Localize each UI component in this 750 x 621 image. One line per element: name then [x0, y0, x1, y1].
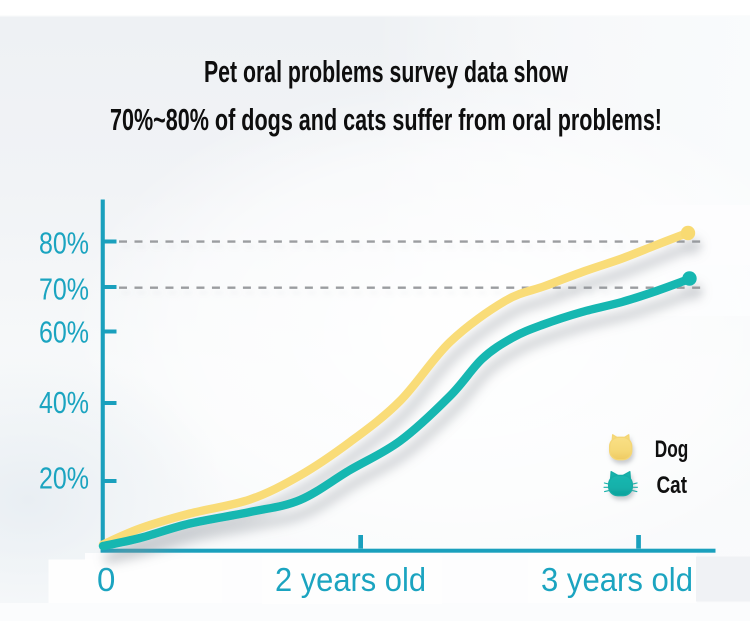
svg-text:60%: 60%	[39, 315, 89, 350]
svg-text:0: 0	[97, 561, 115, 598]
svg-text:2 years old: 2 years old	[275, 561, 426, 598]
svg-text:20%: 20%	[39, 461, 89, 496]
svg-text:40%: 40%	[39, 385, 89, 420]
svg-text:70%~80% of dogs and cats suffe: 70%~80% of dogs and cats suffer from ora…	[110, 103, 662, 137]
svg-text:Pet oral problems survey data: Pet oral problems survey data show	[204, 55, 568, 89]
svg-text:70%: 70%	[39, 272, 89, 307]
svg-text:Cat: Cat	[657, 472, 688, 499]
svg-text:Dog: Dog	[655, 436, 689, 463]
svg-text:80%: 80%	[39, 226, 89, 261]
svg-text:3 years old: 3 years old	[541, 561, 693, 598]
